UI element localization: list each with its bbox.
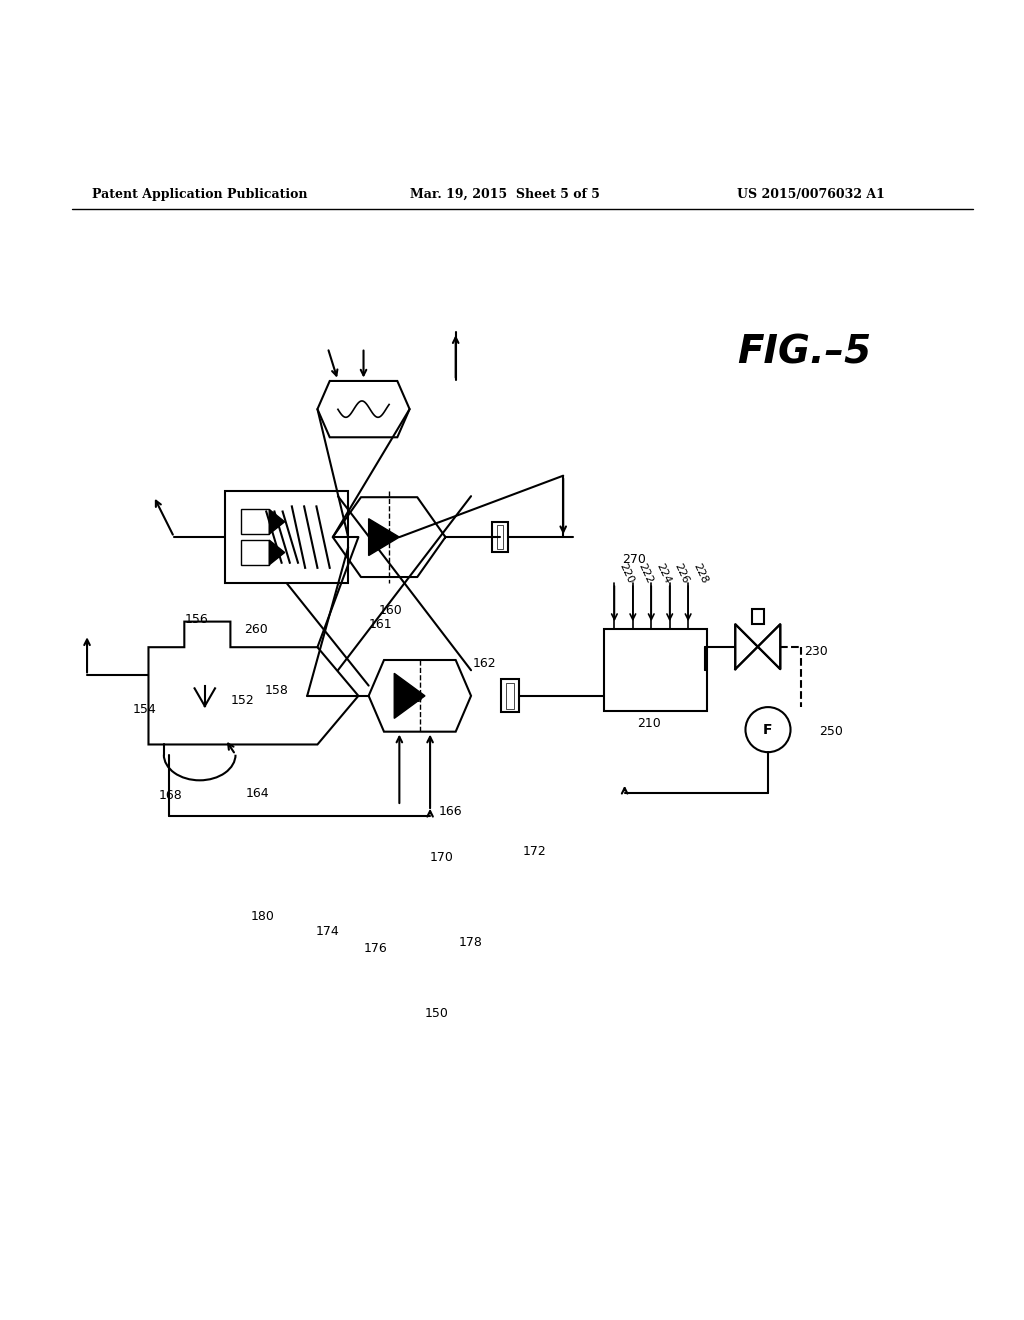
Polygon shape <box>394 673 425 718</box>
Text: 152: 152 <box>230 694 254 708</box>
Polygon shape <box>269 510 285 535</box>
Text: 226: 226 <box>673 561 691 585</box>
Text: 230: 230 <box>804 645 827 659</box>
Polygon shape <box>369 519 399 556</box>
Bar <box>506 682 514 709</box>
Text: 158: 158 <box>264 684 288 697</box>
Text: 168: 168 <box>159 788 182 801</box>
Text: 260: 260 <box>244 623 267 636</box>
Text: 159: 159 <box>399 693 423 705</box>
Text: 250: 250 <box>819 725 843 738</box>
Text: 270: 270 <box>623 553 646 566</box>
Text: 210: 210 <box>637 717 660 730</box>
Bar <box>492 521 508 553</box>
Text: 160: 160 <box>379 605 402 618</box>
Polygon shape <box>758 624 780 669</box>
Polygon shape <box>369 660 471 731</box>
Bar <box>752 609 764 624</box>
Text: 154: 154 <box>133 702 157 715</box>
Bar <box>501 680 519 713</box>
Circle shape <box>745 708 791 752</box>
FancyBboxPatch shape <box>241 510 269 535</box>
Text: 228: 228 <box>691 561 710 585</box>
Text: 161: 161 <box>369 618 392 631</box>
Text: 170: 170 <box>430 851 454 865</box>
Text: 180: 180 <box>251 909 274 923</box>
Text: 174: 174 <box>315 925 339 937</box>
Text: 166: 166 <box>438 805 462 818</box>
FancyBboxPatch shape <box>225 491 348 583</box>
Text: 150: 150 <box>425 1007 449 1020</box>
Text: 162: 162 <box>473 656 497 669</box>
Polygon shape <box>317 381 410 437</box>
Text: Patent Application Publication: Patent Application Publication <box>92 187 307 201</box>
Polygon shape <box>269 540 285 565</box>
Bar <box>604 630 707 711</box>
Text: FIG.–5: FIG.–5 <box>737 334 871 372</box>
Text: Mar. 19, 2015  Sheet 5 of 5: Mar. 19, 2015 Sheet 5 of 5 <box>410 187 599 201</box>
FancyBboxPatch shape <box>241 540 269 565</box>
Text: 164: 164 <box>246 787 269 800</box>
Polygon shape <box>735 624 758 669</box>
Text: 178: 178 <box>459 936 482 949</box>
Text: F: F <box>763 722 773 737</box>
Text: 172: 172 <box>522 845 546 858</box>
Text: 220: 220 <box>617 561 636 585</box>
Text: 176: 176 <box>364 942 387 956</box>
Bar <box>497 525 503 549</box>
Text: US 2015/0076032 A1: US 2015/0076032 A1 <box>737 187 885 201</box>
Text: 156: 156 <box>184 612 208 626</box>
Polygon shape <box>148 622 358 744</box>
Text: 222: 222 <box>636 561 654 585</box>
Text: 224: 224 <box>654 561 673 585</box>
